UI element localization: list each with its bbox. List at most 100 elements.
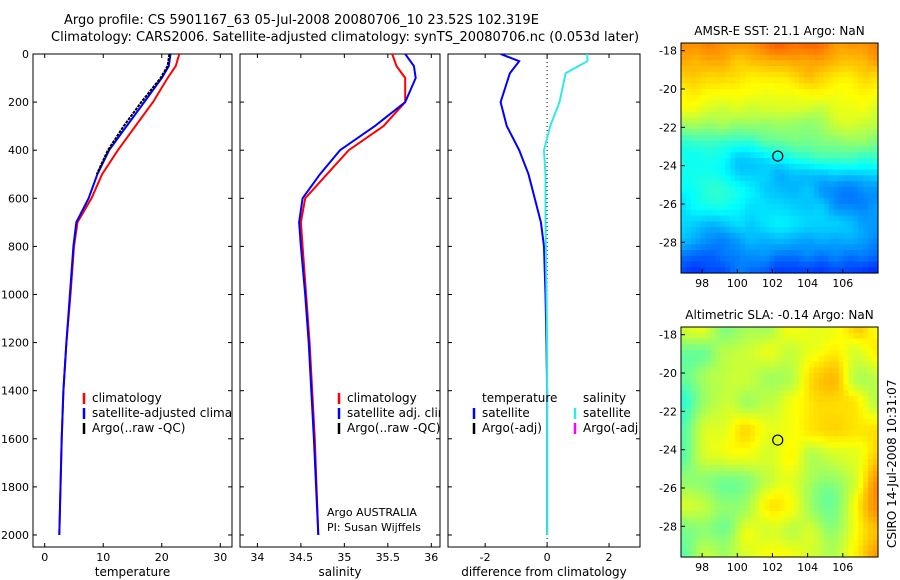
heatmap-cell — [685, 470, 692, 478]
heatmap-cell — [784, 267, 790, 274]
heatmap-cell — [784, 407, 790, 414]
heatmap-cell — [823, 209, 830, 217]
heatmap-cell — [784, 215, 790, 222]
heatmap-cell — [735, 238, 741, 245]
heatmap-cell — [858, 499, 864, 506]
heatmap-cell — [769, 175, 776, 182]
heatmap-cell — [868, 378, 874, 386]
heatmap-cell — [789, 77, 795, 84]
heatmap-cell — [818, 135, 825, 142]
heatmap-cell — [838, 539, 845, 547]
heatmap-cell — [838, 192, 845, 199]
heatmap-cell — [720, 83, 726, 90]
heatmap-cell — [784, 522, 790, 529]
heatmap-cell — [853, 112, 859, 119]
heatmap-cell — [813, 350, 820, 357]
heatmap-cell — [759, 66, 766, 73]
heatmap-cell — [789, 43, 795, 50]
heatmap-cell — [853, 215, 859, 222]
heatmap-cell — [828, 465, 835, 472]
heatmap-cell — [828, 361, 835, 368]
heatmap-cell — [774, 244, 781, 251]
heatmap-cell — [725, 48, 731, 56]
legend-entry: climatology — [347, 391, 417, 405]
heatmap-cell — [740, 112, 746, 119]
heatmap-cell — [818, 470, 825, 478]
heatmap-cell — [794, 401, 800, 409]
x-axis-label: salinity — [318, 565, 361, 579]
heatmap-cell — [754, 396, 761, 403]
heatmap-cell — [685, 378, 692, 386]
heatmap-cell — [710, 48, 717, 56]
heatmap-cell — [720, 350, 726, 357]
heatmap-cell — [740, 338, 746, 345]
heatmap-cell — [740, 94, 746, 102]
heatmap-cell — [873, 551, 879, 558]
heatmap-cell — [725, 465, 731, 472]
heatmap-cell — [794, 327, 800, 334]
heatmap-cell — [833, 140, 840, 148]
heatmap-cell — [754, 94, 761, 102]
heatmap-cell — [858, 528, 864, 535]
heatmap-cell — [823, 465, 830, 472]
heatmap-cell — [813, 112, 820, 119]
heatmap-cell — [740, 198, 746, 205]
heatmap-cell — [769, 384, 776, 391]
heatmap-cell — [745, 355, 751, 363]
heatmap-cell — [833, 516, 840, 524]
heatmap-cell — [779, 545, 786, 552]
heatmap-cell — [759, 534, 766, 541]
heatmap-cell — [695, 511, 702, 518]
heatmap-cell — [848, 83, 854, 90]
heatmap-cell — [774, 221, 781, 228]
heatmap-cell — [764, 255, 771, 263]
heatmap-cell — [809, 255, 815, 263]
heatmap-cell — [784, 413, 790, 420]
heatmap-cell — [769, 94, 776, 102]
heatmap-cell — [828, 232, 835, 240]
heatmap-cell — [759, 453, 766, 460]
heatmap-cell — [725, 338, 731, 345]
heatmap-cell — [685, 419, 692, 426]
heatmap-cell — [685, 373, 692, 380]
heatmap-cell — [848, 430, 854, 437]
heatmap-cell — [863, 169, 869, 176]
heatmap-cell — [784, 117, 790, 125]
heatmap-cell — [749, 181, 756, 188]
heatmap-cell — [858, 163, 864, 171]
heatmap-cell — [868, 493, 874, 501]
heatmap-cell — [725, 499, 731, 506]
heatmap-cell — [873, 175, 879, 182]
heatmap-cell — [695, 470, 702, 478]
heatmap-cell — [720, 384, 726, 391]
heatmap-cell — [804, 511, 810, 518]
heatmap-cell — [740, 60, 746, 67]
heatmap-cell — [789, 465, 795, 472]
heatmap-cell — [873, 373, 879, 380]
heatmap-cell — [690, 60, 697, 67]
x-tick-label: 34.5 — [289, 551, 314, 564]
heatmap-cell — [779, 66, 786, 73]
heatmap-cell — [809, 378, 815, 386]
heatmap-cell — [730, 152, 736, 159]
heatmap-cell — [848, 255, 854, 263]
heatmap-cell — [843, 511, 850, 518]
heatmap-cell — [754, 355, 761, 363]
heatmap-cell — [813, 361, 820, 368]
heatmap-cell — [705, 135, 712, 142]
heatmap-cell — [799, 453, 805, 460]
heatmap-cell — [789, 390, 795, 397]
heatmap-cell — [720, 499, 726, 506]
heatmap-cell — [720, 175, 726, 182]
heatmap-cell — [705, 384, 712, 391]
heatmap-cell — [838, 373, 845, 380]
heatmap-cell — [759, 355, 766, 363]
heatmap-cell — [695, 106, 702, 113]
heatmap-cell — [740, 373, 746, 380]
heatmap-cell — [784, 401, 790, 409]
heatmap-cell — [868, 332, 874, 340]
heatmap-cell — [873, 158, 879, 165]
heatmap-cell — [799, 516, 805, 524]
heatmap-cell — [784, 424, 790, 432]
heatmap-cell — [725, 419, 731, 426]
